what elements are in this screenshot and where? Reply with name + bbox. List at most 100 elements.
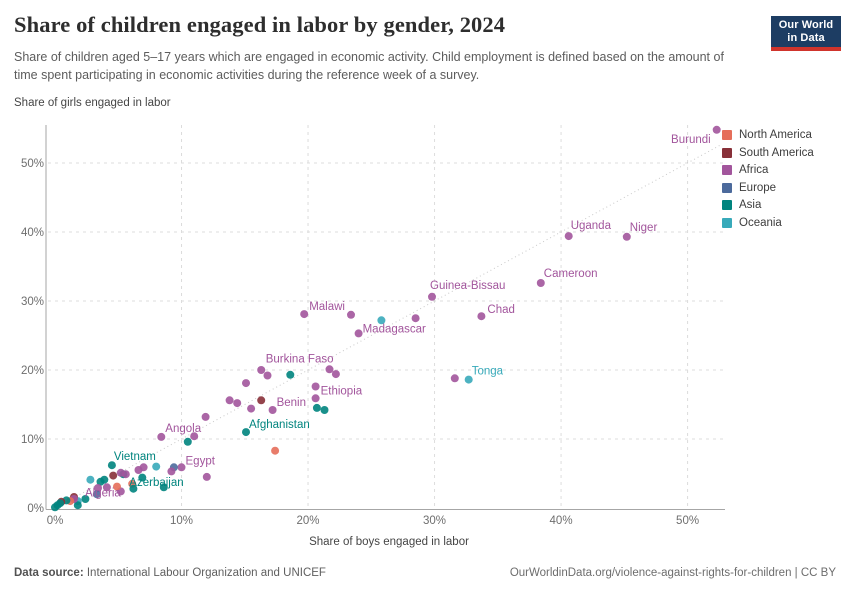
scatter-point[interactable] [347,310,355,319]
scatter-point[interactable] [138,473,147,482]
footer: Data source: International Labour Organi… [14,567,836,579]
scatter-point[interactable] [411,314,420,323]
scatter-point-benin[interactable] [268,406,277,414]
scatter-point[interactable] [92,490,101,499]
scatter-point[interactable] [183,437,192,446]
scatter-point[interactable] [190,432,199,441]
scatter-point-vietnam[interactable] [107,461,116,470]
x-tick-label: 20% [297,515,320,527]
x-tick-label: 0% [47,515,64,527]
scatter-point-guinea-bissau[interactable] [428,292,436,301]
x-tick-label: 40% [550,515,573,527]
country-label-cameroon: Cameroon [544,268,598,280]
scatter-point[interactable] [201,412,210,421]
scatter-point[interactable] [109,471,118,480]
scatter-point-niger[interactable] [622,232,631,241]
scatter-point[interactable] [159,483,168,492]
legend-item-south-america[interactable]: South America [722,147,814,160]
scatter-point-burundi[interactable] [712,125,721,134]
scatter-point[interactable] [167,467,176,476]
scatter-point[interactable] [247,404,256,413]
scatter-point[interactable] [129,484,138,493]
scatter-point[interactable] [139,463,148,472]
scatter-point-burkina-faso[interactable] [325,365,334,374]
scatter-point[interactable] [450,374,459,383]
footer-link[interactable]: OurWorldinData.org/violence-against-righ… [509,567,836,579]
scatter-point-ethiopia[interactable] [311,382,320,391]
scatter-point[interactable] [102,483,111,492]
y-tick-label: 10% [21,434,44,446]
scatter-point-uganda[interactable] [564,232,573,241]
scatter-point[interactable] [320,406,329,414]
y-tick-label: 40% [21,227,44,239]
chart-subtitle: Share of children aged 5–17 years which … [14,50,724,82]
legend-item-label: North America [739,129,812,141]
y-tick-label: 50% [21,158,44,170]
country-label-madagascar: Madagascar [363,323,426,335]
legend-item-africa[interactable]: Africa [722,164,814,177]
scatter-point-tonga[interactable] [464,375,473,384]
scatter-point-malawi[interactable] [300,310,309,319]
data-source-label: Data source: [14,567,84,579]
data-source-value: International Labour Organization and UN… [83,567,326,579]
legend-swatch-icon [722,130,732,141]
scatter-point[interactable] [225,396,234,405]
scatter-point[interactable] [121,470,130,479]
scatter-point[interactable] [94,484,102,492]
legend-swatch-icon [722,165,732,176]
country-label-uganda: Uganda [571,220,612,232]
country-label-guinea-bissau: Guinea-Bissau [430,280,505,292]
country-label-afghanistan: Afghanistan [249,419,310,431]
scatter-point[interactable] [331,370,340,379]
scatter-point-angola[interactable] [157,432,166,441]
scatter-point-cameroon[interactable] [536,279,545,287]
country-label-malawi: Malawi [309,301,345,313]
owid-logo-line1: Our World [778,18,834,31]
country-label-benin: Benin [277,397,306,409]
scatter-point[interactable] [257,396,266,405]
scatter-point[interactable] [271,446,280,455]
legend-item-label: Oceania [739,216,782,229]
scatter-point[interactable] [311,394,320,403]
country-label-chad: Chad [487,304,515,316]
scatter-point[interactable] [257,366,266,374]
legend-swatch-icon [722,217,732,228]
country-label-egypt: Egypt [186,455,216,467]
scatter-point[interactable] [202,472,211,481]
legend-item-north-america[interactable]: North America [722,129,814,142]
scatter-point[interactable] [81,495,90,503]
scatter-point-chad[interactable] [477,312,486,321]
scatter-point[interactable] [86,475,95,484]
scatter-point[interactable] [286,370,295,379]
scatter-point[interactable] [312,403,321,412]
scatter-point[interactable] [51,503,59,512]
scatter-point-egypt[interactable] [177,463,186,472]
country-label-burkina-faso: Burkina Faso [266,353,334,365]
country-label-algeria: Algeria [85,487,121,499]
owid-logo: Our World in Data [771,16,841,51]
country-label-vietnam: Vietnam [114,451,156,463]
legend-item-label: South America [739,146,814,159]
country-label-tonga: Tonga [472,366,504,378]
scatter-point[interactable] [377,316,386,325]
scatter-point[interactable] [233,399,242,408]
x-tick-label: 50% [676,515,699,527]
legend-swatch-icon [722,182,732,193]
legend-item-oceania[interactable]: Oceania [722,217,814,230]
scatter-point[interactable] [152,462,161,471]
scatter-point[interactable] [73,501,82,510]
legend-item-label: Asia [739,199,762,211]
scatter-point-afghanistan[interactable] [242,428,250,437]
legend-item-label: Europe [739,181,777,194]
scatter-point-madagascar[interactable] [354,329,363,338]
country-label-niger: Niger [630,222,658,234]
scatter-point[interactable] [96,477,105,486]
legend-item-europe[interactable]: Europe [722,182,814,195]
legend-swatch-icon [722,200,732,211]
scatter-point[interactable] [242,379,250,388]
scatter-point[interactable] [113,482,121,491]
scatter-point[interactable] [263,371,272,380]
legend-item-asia[interactable]: Asia [722,199,814,212]
y-tick-label: 30% [21,296,44,308]
